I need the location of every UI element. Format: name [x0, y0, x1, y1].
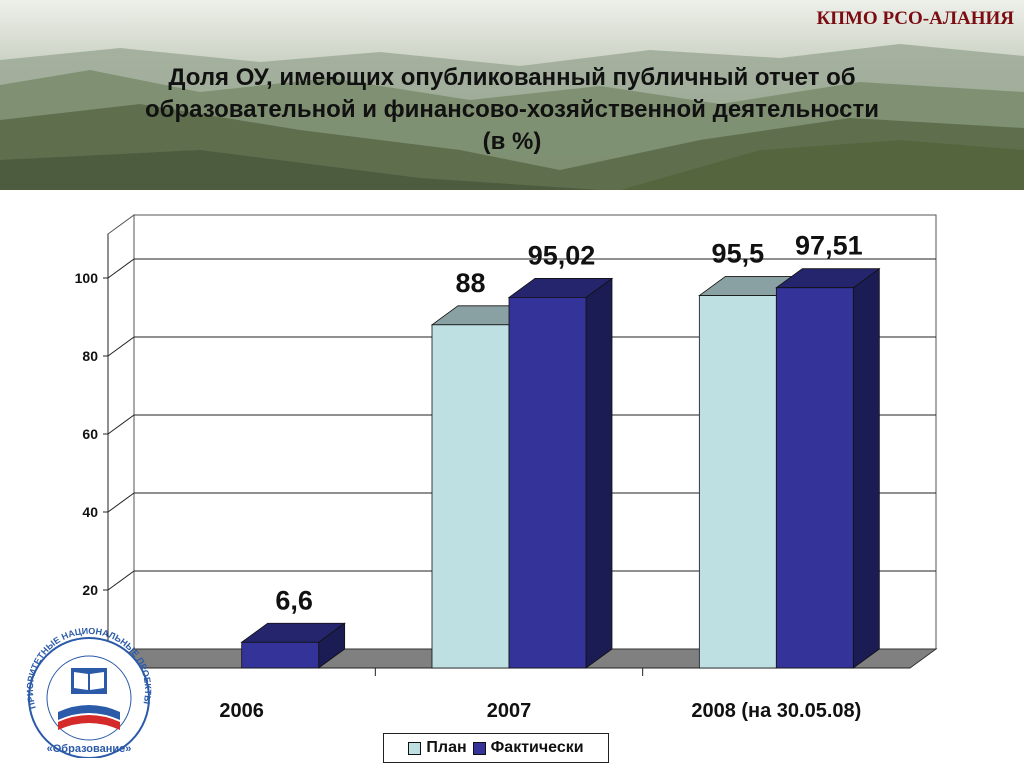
- legend-swatch-plan: [408, 741, 422, 755]
- x-tick-label: 2008 (на 30.05.08): [691, 700, 861, 722]
- x-tick-label: 2007: [487, 700, 532, 722]
- bar-actual-side: [585, 277, 613, 669]
- header-banner: КПМО РСО-АЛАНИЯ Доля ОУ, имеющих опублик…: [0, 0, 1024, 190]
- bar-actual-side: [852, 267, 880, 669]
- gridline-side: [107, 258, 135, 279]
- data-label: 6,6: [275, 585, 313, 615]
- gridline-side: [107, 414, 135, 435]
- y-tick-label: 20: [82, 582, 98, 598]
- y-tick-label: 40: [82, 504, 98, 520]
- gridline-side: [107, 336, 135, 357]
- legend-label-plan: План: [426, 739, 467, 756]
- flag-stripe-red: [58, 715, 120, 730]
- bar-plan: [698, 295, 777, 669]
- title-line-2: образовательной и финансово-хозяйственно…: [145, 96, 879, 123]
- legend-item-actual: Фактически: [472, 739, 584, 757]
- bar-actual: [775, 287, 854, 669]
- legend-item-plan: План: [408, 739, 467, 757]
- bar-actual: [241, 641, 320, 669]
- y-tick-label: 60: [82, 426, 98, 442]
- x-tick-label: 2006: [219, 700, 264, 722]
- slide-title: Доля ОУ, имеющих опубликованный публичны…: [40, 62, 984, 158]
- book-icon: [71, 668, 107, 694]
- legend-label-actual: Фактически: [490, 739, 584, 756]
- data-label: 95,02: [528, 240, 596, 270]
- gridline-side: [107, 570, 135, 591]
- y-tick-label: 80: [82, 348, 98, 364]
- bar-chart: 20 40 60 80 100 2006 6,6 2007 88 95,02 2008 (на 30…: [75, 214, 938, 722]
- flag-stripe-blue: [58, 705, 120, 720]
- legend-swatch-actual: [472, 741, 486, 755]
- bar-actual: [508, 297, 587, 669]
- mountain-landscape-image: [0, 0, 1024, 190]
- organization-label: КПМО РСО-АЛАНИЯ: [816, 8, 1014, 29]
- gridline-side: [107, 492, 135, 513]
- data-label: 88: [455, 268, 485, 298]
- chart-side-wall: [107, 214, 135, 669]
- y-tick-label: 100: [75, 270, 99, 286]
- bar-plan: [431, 324, 510, 669]
- data-label: 95,5: [712, 239, 765, 269]
- logo-bottom-text: «Образование»: [47, 743, 132, 755]
- data-label: 97,51: [795, 231, 863, 261]
- chart-legend: План Фактически: [383, 733, 609, 763]
- education-project-logo: ПРИОРИТЕТНЫЕ НАЦИОНАЛЬНЫЕ ПРОЕКТЫ «Образ…: [25, 628, 153, 758]
- title-line-1: Доля ОУ, имеющих опубликованный публичны…: [168, 64, 856, 91]
- title-line-3: (в %): [482, 128, 542, 155]
